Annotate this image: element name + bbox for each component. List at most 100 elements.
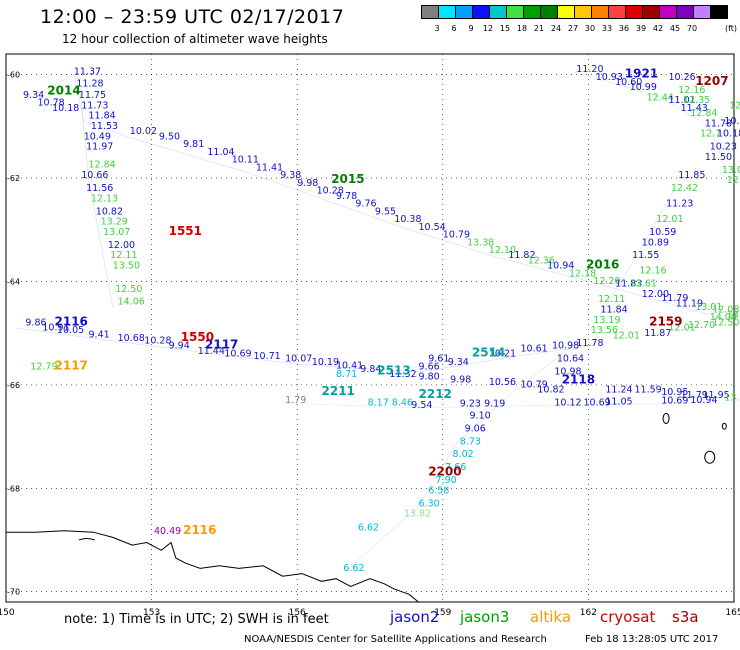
- wave-height-value: 11.32: [389, 369, 416, 380]
- wave-height-value: 11.37: [74, 67, 101, 78]
- satellite-track: [25, 74, 730, 321]
- wave-height-value: 8.73: [460, 436, 481, 447]
- wave-height-value: 7.66: [445, 462, 466, 473]
- legend-label: 6: [451, 24, 457, 33]
- wave-height-value: 12.61: [630, 279, 657, 290]
- wave-height-value: 9.06: [465, 423, 486, 434]
- wave-height-value: 11.53: [91, 121, 118, 132]
- wave-height-value: 6.30: [419, 498, 440, 509]
- pass-time-label: 2211: [322, 384, 355, 398]
- wave-height-value: 12.08: [712, 305, 739, 316]
- wave-height-value: 12.00: [642, 289, 669, 300]
- legend-label: 15: [499, 24, 511, 33]
- wave-height-value: 12.36: [528, 255, 555, 266]
- wave-height-value: 10.54: [419, 222, 446, 233]
- legend-swatch: [710, 5, 728, 19]
- wave-height-value: 12.70: [688, 320, 715, 331]
- pass-time-label: 1550: [181, 330, 214, 344]
- wave-height-value: 9.23: [460, 399, 481, 410]
- wave-height-value: 12.50: [712, 317, 739, 328]
- wave-height-value: 8.17: [368, 398, 389, 409]
- wave-height-value: 12.01: [669, 323, 696, 334]
- pass-time-label: 2117: [205, 338, 238, 352]
- wave-height-value: 10.99: [630, 82, 657, 93]
- wave-height-value: 11.41: [256, 162, 283, 173]
- wave-height-value: 11.78: [576, 338, 603, 349]
- legend-label: 39: [635, 24, 647, 33]
- legend-label: 33: [601, 24, 613, 33]
- wave-height-value: 9.34: [23, 90, 44, 101]
- wave-height-value: 9.19: [484, 399, 505, 410]
- wave-height-value: 8.71: [336, 369, 357, 380]
- wave-height-value: 11.20: [576, 64, 603, 75]
- wave-height-value: 9.41: [89, 329, 110, 340]
- wave-height-value: 10.28: [317, 186, 344, 197]
- wave-height-value: 12.7: [700, 129, 721, 140]
- wave-height-value: 10.23: [710, 142, 737, 153]
- wave-height-value: 10.19: [312, 357, 339, 368]
- wave-height-value: 8.02: [453, 449, 474, 460]
- footnote: note: 1) Time is in UTC; 2) SWH is in fe…: [64, 612, 329, 627]
- wave-height-value: 11.82: [508, 250, 535, 261]
- wave-height-value: 11.55: [632, 250, 659, 261]
- wave-height-value: 12.01: [613, 330, 640, 341]
- wave-height-value: 10.26: [669, 72, 696, 83]
- wave-height-value: 11.84: [601, 305, 628, 316]
- wave-height-value: 13.56: [591, 325, 618, 336]
- wave-height-value: 11.95: [703, 390, 730, 401]
- satellite-track: [573, 71, 730, 179]
- wave-height-value: 11.23: [666, 199, 693, 210]
- pass-time-label: 2513: [377, 364, 410, 378]
- wave-height-value: 11.24: [605, 385, 632, 396]
- wave-height-value: 11.75: [79, 90, 106, 101]
- wave-height-value: 9.98: [297, 178, 318, 189]
- wave-height-value: 10.69: [224, 348, 251, 359]
- wave-height-value: 10.69: [584, 398, 611, 409]
- island-outline: [721, 422, 727, 430]
- pass-time-label: 2016: [586, 258, 619, 272]
- satellite-s3a: s3a: [672, 608, 699, 626]
- wave-height-value: 13.50: [113, 261, 140, 272]
- wave-height-value: 12.10: [489, 245, 516, 256]
- wave-height-value: 13.07: [103, 227, 130, 238]
- legend-label: 3: [434, 24, 440, 33]
- legend-label: 42: [652, 24, 664, 33]
- x-tick-label: 162: [580, 608, 597, 618]
- wave-height-value: 10.66: [81, 170, 108, 181]
- wave-height-value: 10.21: [489, 348, 516, 359]
- wave-height-value: 11.19: [676, 298, 703, 309]
- x-tick-label: 156: [289, 608, 306, 618]
- satellite-track: [282, 402, 730, 409]
- pass-time-label: 1921: [625, 66, 658, 80]
- wave-height-value: 12.11: [110, 250, 137, 261]
- wave-height-value: 9.55: [375, 206, 396, 217]
- wave-height-value: 10.18: [52, 103, 79, 114]
- pass-time-label: 2015: [331, 172, 364, 186]
- map-frame: [5, 53, 735, 603]
- map-subtitle: 12 hour collection of altimeter wave hei…: [62, 32, 328, 46]
- satellite-altika: altika: [530, 608, 572, 626]
- pass-time-label: 2118: [562, 372, 595, 386]
- timestamp-text: Feb 18 13:28:05 UTC 2017: [585, 634, 719, 645]
- wave-height-value: 9.81: [183, 139, 204, 150]
- wave-height-value: 12.44: [647, 93, 674, 104]
- wave-height-value: 12.50: [115, 284, 142, 295]
- wave-height-value: 11.50: [705, 152, 732, 163]
- island-outline: [704, 450, 716, 464]
- x-tick-label: 150: [0, 608, 15, 618]
- y-tick-label: -64: [7, 277, 20, 286]
- legend-label: 9: [468, 24, 474, 33]
- pass-time-label: 2117: [55, 358, 88, 372]
- wave-height-value: 10.79: [443, 230, 470, 241]
- wave-height-value: 12.79: [30, 361, 57, 372]
- legend-label: 12: [482, 24, 494, 33]
- x-tick-label: 153: [143, 608, 160, 618]
- wave-height-value: 9.78: [336, 191, 357, 202]
- wave-height-value: 11.84: [89, 111, 116, 122]
- satellite-track: [78, 74, 113, 308]
- wave-height-value: 11.79: [681, 390, 708, 401]
- wave-height-value: 11.87: [644, 328, 671, 339]
- legend-unit: (ft): [725, 24, 738, 33]
- wave-height-value: 13.02: [722, 165, 740, 176]
